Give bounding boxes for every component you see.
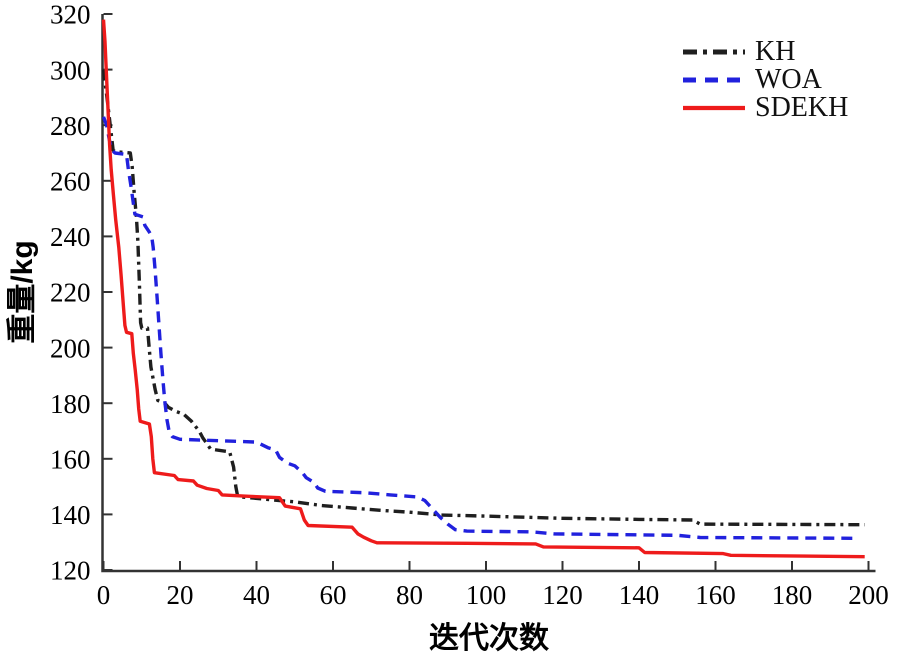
y-tick-label: 120 (50, 556, 91, 586)
legend-label-kh: KH (755, 36, 796, 67)
y-tick-label: 300 (50, 55, 91, 85)
axes-lines (101, 14, 876, 573)
y-tick-label: 180 (50, 389, 91, 419)
y-tick-label: 280 (50, 111, 91, 141)
woa-line-sample-icon (683, 77, 745, 83)
series-line-woa (101, 116, 858, 540)
y-tick-label: 240 (50, 222, 91, 252)
legend-label-sdekh: SDEKH (755, 92, 849, 123)
legend-item-woa: WOA (682, 66, 848, 94)
series-line-kh (101, 69, 865, 527)
x-tick-label: 20 (167, 580, 194, 610)
kh-line-sample-icon (683, 49, 745, 55)
x-tick-label: 180 (772, 580, 813, 610)
y-tick-label: 260 (50, 167, 91, 197)
x-tick-label: 200 (848, 580, 889, 610)
legend-label-woa: WOA (755, 64, 822, 95)
legend-item-kh: KH (682, 38, 848, 66)
x-tick-label: 120 (542, 580, 583, 610)
series-line-sdekh (101, 19, 865, 559)
y-tick-label: 220 (50, 278, 91, 308)
legend-item-sdekh: SDEKH (682, 94, 848, 122)
y-axis-label: 重量/kg (6, 240, 39, 343)
x-tick-label: 140 (619, 580, 660, 610)
x-tick-label: 60 (320, 580, 347, 610)
x-tick-label: 160 (695, 580, 736, 610)
legend: KH WOA SDEKH (682, 38, 848, 122)
x-axis-label: 迭代次数 (429, 622, 550, 655)
y-tick-label: 160 (50, 445, 91, 475)
x-tick-label: 0 (97, 580, 111, 610)
sdekh-line-sample-icon (683, 105, 745, 111)
x-tick-label: 40 (243, 580, 270, 610)
y-tick-label: 200 (50, 333, 91, 363)
x-tick-label: 100 (466, 580, 507, 610)
x-tick-label: 80 (396, 580, 423, 610)
y-tick-label: 140 (50, 500, 91, 530)
y-tick-label: 320 (50, 0, 91, 30)
